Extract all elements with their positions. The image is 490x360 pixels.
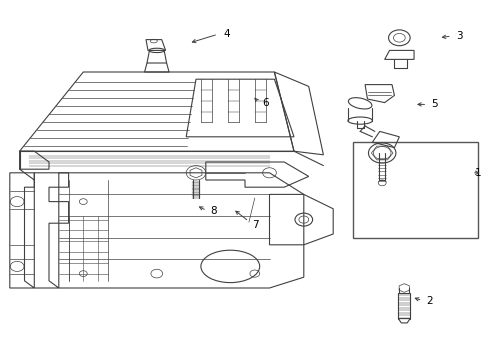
Text: 2: 2 <box>426 296 433 306</box>
Text: 6: 6 <box>262 98 269 108</box>
Text: 5: 5 <box>431 99 438 109</box>
Bar <box>353 142 478 238</box>
Text: 3: 3 <box>456 31 463 41</box>
Text: 8: 8 <box>211 206 218 216</box>
Text: 4: 4 <box>223 29 230 39</box>
Text: 1: 1 <box>475 168 482 178</box>
Text: 7: 7 <box>252 220 259 230</box>
